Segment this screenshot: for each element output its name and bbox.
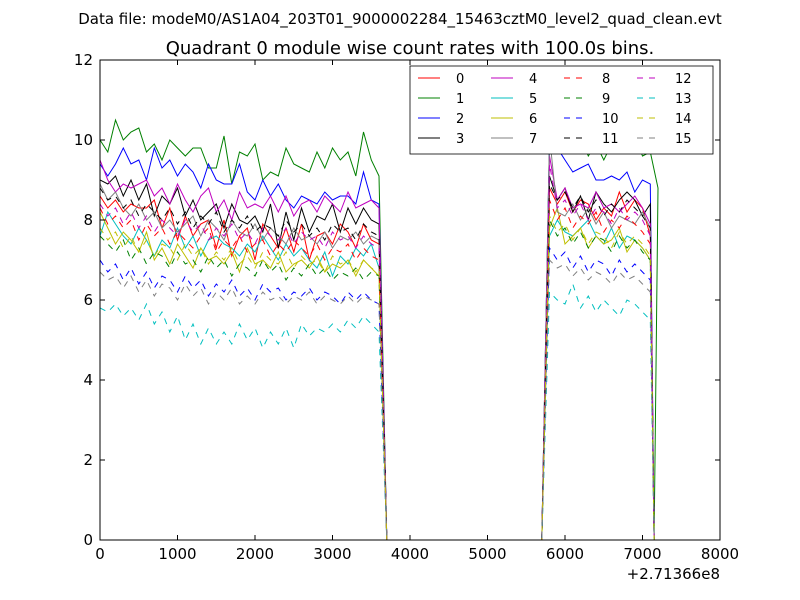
x-tick-label: 7000: [623, 545, 661, 563]
y-tick-label: 8: [83, 211, 93, 229]
legend-label-10: 10: [602, 112, 619, 127]
series-line-13: [100, 282, 655, 540]
legend-label-2: 2: [456, 112, 464, 127]
series-line-0: [100, 187, 655, 540]
figure-suptitle: Data file: modeM0/AS1A04_203T01_90000022…: [78, 10, 722, 29]
x-tick-label: 1000: [158, 545, 196, 563]
series-line-4: [100, 155, 655, 540]
legend-label-11: 11: [602, 132, 619, 147]
legend-label-15: 15: [675, 132, 692, 147]
legend-label-6: 6: [529, 112, 537, 127]
y-tick-label: 12: [74, 51, 93, 69]
legend-label-8: 8: [602, 72, 610, 87]
legend-label-5: 5: [529, 92, 537, 107]
legend-label-7: 7: [529, 132, 537, 147]
series-line-3: [100, 175, 655, 540]
y-tick-label: 4: [83, 371, 93, 389]
y-tick-label: 0: [83, 531, 93, 549]
legend-label-1: 1: [456, 92, 464, 107]
series-line-8: [100, 199, 655, 540]
series-line-15: [100, 258, 655, 540]
series-line-10: [100, 246, 655, 540]
legend-box: [409, 65, 714, 155]
ticks-layer: 0 1000 2000 3000 4000 5000 6000 7000 80000246810…: [74, 51, 739, 563]
x-tick-label: 2000: [236, 545, 274, 563]
x-tick-label: 5000: [468, 545, 506, 563]
series-line-14: [100, 215, 655, 540]
chart-title: Quadrant 0 module wise count rates with …: [166, 38, 655, 59]
legend-label-9: 9: [602, 92, 610, 107]
x-tick-label: 0: [95, 545, 105, 563]
plot-area: 0 1000 2000 3000 4000 5000 6000 7000 80000246810…: [74, 51, 739, 583]
series-line-2: [100, 138, 655, 540]
y-tick-label: 6: [83, 291, 93, 309]
legend-label-4: 4: [529, 72, 537, 87]
y-tick-label: 10: [74, 131, 93, 149]
series-line-6: [100, 206, 655, 540]
legend-label-14: 14: [675, 112, 692, 127]
legend-label-13: 13: [675, 92, 692, 107]
x-tick-label: 6000: [546, 545, 584, 563]
legend-label-0: 0: [456, 72, 464, 87]
legend-label-12: 12: [675, 72, 692, 87]
series-line-12: [100, 163, 655, 540]
series-line-9: [100, 219, 655, 540]
x-tick-label: 4000: [391, 545, 429, 563]
series-line-11: [100, 183, 655, 540]
x-tick-label: 3000: [313, 545, 351, 563]
x-axis-offset-label: +2.71366e8: [627, 565, 720, 583]
y-tick-label: 2: [83, 451, 93, 469]
legend-label-3: 3: [456, 132, 464, 147]
x-tick-label: 8000: [701, 545, 739, 563]
series-layer: [100, 118, 659, 540]
